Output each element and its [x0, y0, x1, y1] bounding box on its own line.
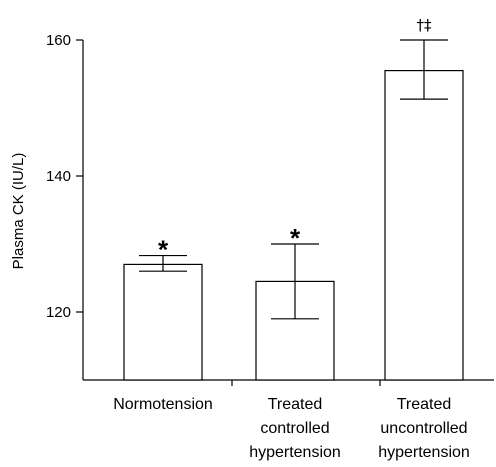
- bar: [123, 263, 203, 381]
- bar: [384, 69, 464, 381]
- category-label: hypertension: [378, 444, 470, 461]
- category-label: Normotension: [113, 396, 213, 413]
- category-label: Treated: [268, 396, 323, 413]
- category-label: Treated: [397, 396, 452, 413]
- significance-marker: †‡: [417, 16, 433, 34]
- y-tick-label: 120: [46, 304, 71, 321]
- y-axis-label: Plasma CK (IU/L): [10, 153, 27, 270]
- y-tick-label: 160: [46, 32, 71, 49]
- category-labels: Normotension Treated controlled hypertensio…: [113, 396, 470, 461]
- bars: * * †‡: [123, 16, 464, 381]
- significance-marker: *: [158, 235, 169, 265]
- y-tick-label: 140: [46, 168, 71, 185]
- category-label: controlled: [260, 420, 329, 437]
- category-label: hypertension: [249, 444, 341, 461]
- significance-marker: *: [290, 223, 301, 253]
- category-label: uncontrolled: [380, 420, 467, 437]
